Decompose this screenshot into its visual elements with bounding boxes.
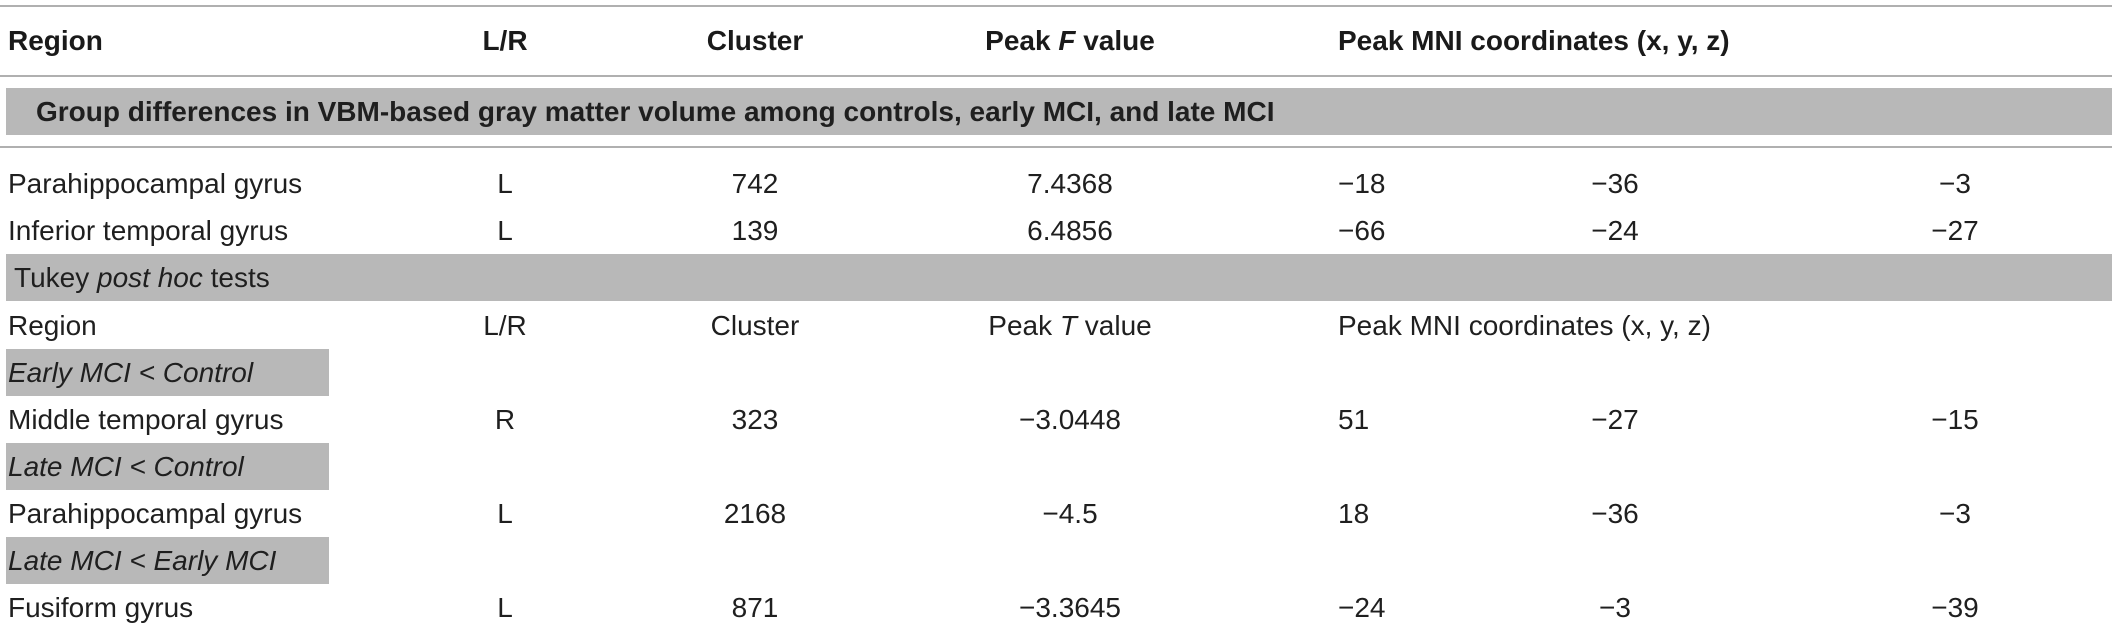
row-x: −18 [1338,168,1386,199]
header-row: Region L/R Cluster Peak F value Peak MNI… [0,17,2112,64]
row-region: Fusiform gyrus [8,592,194,623]
row-z: −39 [1931,592,1979,623]
row-z: −3 [1939,168,1971,199]
row-peak: −4.5 [1042,498,1098,529]
row-peak: −3.0448 [1019,404,1121,435]
row-cluster: 742 [731,168,779,199]
row-x: −66 [1338,215,1386,246]
row-y: −36 [1591,498,1639,529]
header-peak-suffix: value [1075,25,1155,56]
row-lr: R [494,404,516,435]
header-lr: L/R [482,25,528,56]
top-rule [0,5,2112,7]
header-peak-value: Peak F value [950,17,1190,64]
row-cluster: 871 [731,592,779,623]
row-region: Middle temporal gyrus [8,404,284,435]
group-label: Early MCI < Control [8,357,254,388]
subheader-peak-italic: T [1059,310,1077,341]
row-y: −27 [1591,404,1639,435]
table-row: Fusiform gyrus L 871 −3.3645 −24 −3 −39 [0,584,2112,631]
group-label: Late MCI < Control [8,451,244,482]
header-rule [0,75,2112,77]
row-z: −15 [1931,404,1979,435]
subheader-peak-suffix: value [1077,310,1152,341]
group-label-band: Late MCI < Early MCI [6,537,329,584]
subheader-row: Region L/R Cluster Peak T value Peak MNI… [0,302,2112,349]
subheader-lr: L/R [483,310,527,341]
table-row: Parahippocampal gyrus L 2168 −4.5 18 −36… [0,490,2112,537]
row-peak: 6.4856 [1027,215,1113,246]
row-y: −3 [1599,592,1631,623]
subheader-region: Region [8,310,97,341]
row-y: −36 [1591,168,1639,199]
section2-title-italic: post hoc [97,262,203,293]
row-lr: L [497,592,513,623]
group-label-band: Early MCI < Control [6,349,329,396]
row-lr: L [497,168,513,199]
header-region: Region [8,25,103,56]
subheader-mni: Peak MNI coordinates (x, y, z) [1338,310,1711,341]
row-region: Parahippocampal gyrus [8,168,303,199]
row-lr: L [497,215,513,246]
section1-rule [0,146,2112,148]
group-label-band: Late MCI < Control [6,443,329,490]
row-peak: −3.3645 [1019,592,1121,623]
header-peak-italic: F [1058,25,1076,56]
section1-band: Group differences in VBM-based gray matt… [6,88,2112,135]
subheader-peak-prefix: Peak [988,310,1060,341]
row-x: 18 [1338,498,1370,529]
header-cluster: Cluster [706,25,804,56]
subheader-cluster: Cluster [710,310,800,341]
table-row: Parahippocampal gyrus L 742 7.4368 −18 −… [0,160,2112,207]
row-z: −27 [1931,215,1979,246]
row-peak: 7.4368 [1027,168,1113,199]
row-cluster: 139 [731,215,779,246]
header-mni: Peak MNI coordinates (x, y, z) [1338,25,1730,56]
row-y: −24 [1591,215,1639,246]
group-label: Late MCI < Early MCI [8,545,277,576]
section2-title-suffix: tests [202,262,270,293]
row-cluster: 2168 [723,498,787,529]
subheader-peak-value: Peak T value [950,302,1190,349]
row-lr: L [497,498,513,529]
table-row: Middle temporal gyrus R 323 −3.0448 51 −… [0,396,2112,443]
row-region: Inferior temporal gyrus [8,215,289,246]
section1-title: Group differences in VBM-based gray matt… [36,96,1275,127]
section2-title-prefix: Tukey [14,262,97,293]
row-cluster: 323 [731,404,779,435]
header-peak-prefix: Peak [985,25,1059,56]
row-x: 51 [1338,404,1370,435]
row-z: −3 [1939,498,1971,529]
section2-title: Tukey post hoc tests [14,254,270,301]
table-row: Inferior temporal gyrus L 139 6.4856 −66… [0,207,2112,254]
row-region: Parahippocampal gyrus [8,498,303,529]
row-x: −24 [1338,592,1386,623]
section2-band: Tukey post hoc tests [6,254,2112,301]
